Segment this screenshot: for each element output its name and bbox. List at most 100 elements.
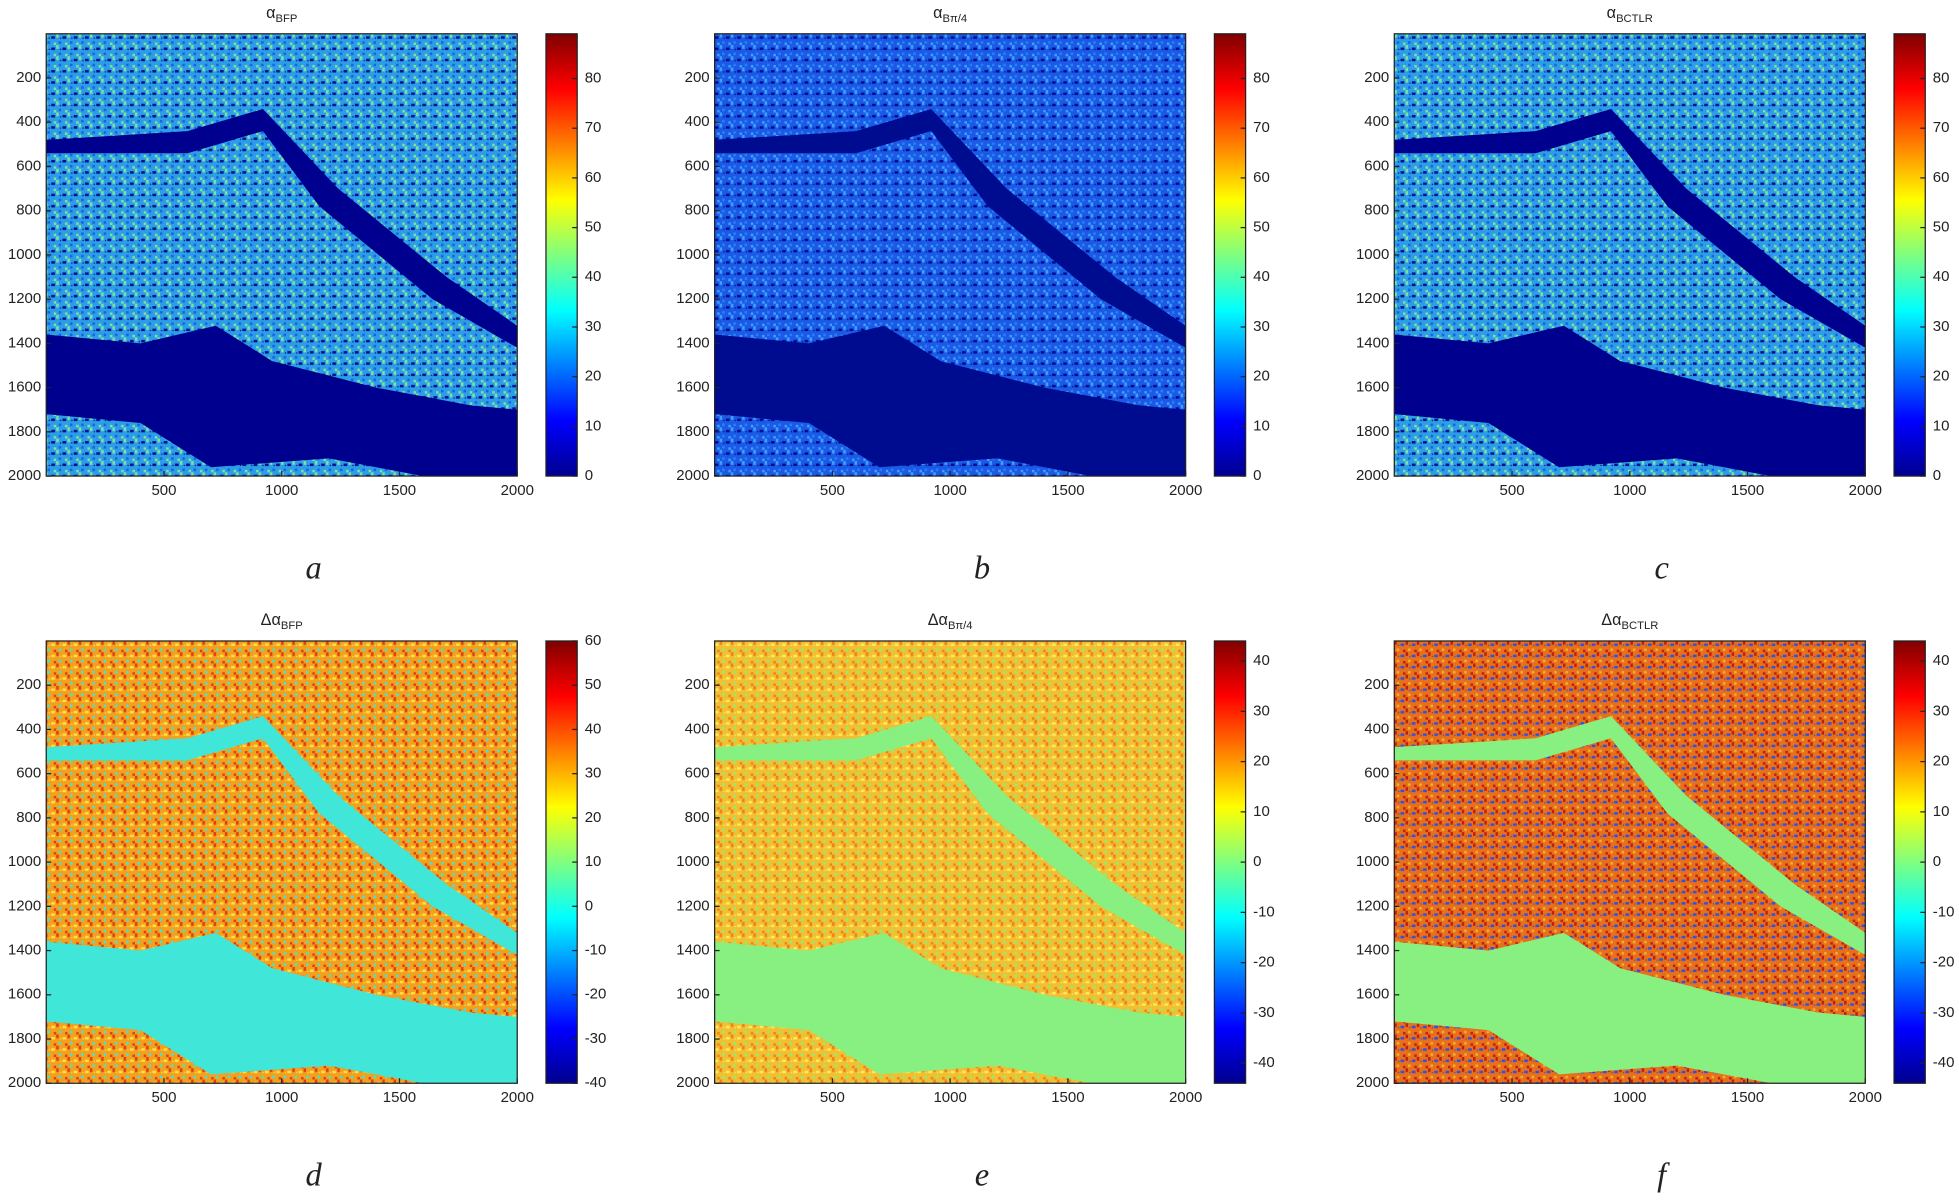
- colorbar-tick-label: 60: [585, 169, 602, 186]
- colorbar-tick-label: 10: [1933, 417, 1950, 434]
- x-tick-label: 500: [151, 482, 176, 499]
- colorbar-tick-label: 30: [1253, 702, 1270, 719]
- y-tick-label: 2000: [676, 1074, 709, 1091]
- colorbar-tick-label: 80: [585, 69, 602, 86]
- x-tick-label: 2000: [501, 482, 534, 499]
- y-tick-label: 1600: [676, 986, 709, 1003]
- colorbar-tick-label: 40: [1933, 652, 1950, 669]
- title-symbol: α: [933, 4, 942, 22]
- colorbar-tick-label: 20: [585, 809, 602, 826]
- y-tick-label: 600: [685, 765, 710, 782]
- y-tick-label: 1400: [8, 334, 41, 351]
- colorbar: [1213, 33, 1247, 477]
- colorbar-tick-label: 0: [585, 467, 593, 484]
- colorbar-tick-label: 20: [585, 368, 602, 385]
- y-tick-label: 2000: [676, 467, 709, 484]
- y-tick-label: 600: [1364, 157, 1389, 174]
- colorbar-tick-label: 50: [1253, 219, 1270, 236]
- colorbar-tick-label: 30: [1933, 318, 1950, 335]
- y-tick-label: 600: [16, 765, 41, 782]
- x-tick-label: 2000: [1849, 1089, 1882, 1106]
- colorbar: [1893, 33, 1926, 477]
- river-lower: [46, 325, 518, 477]
- river-lower: [1394, 932, 1866, 1084]
- y-tick-label: 1400: [8, 942, 41, 959]
- y-tick-label: 1800: [8, 423, 41, 440]
- y-tick-label: 1400: [676, 942, 709, 959]
- river-lower: [1394, 325, 1866, 477]
- panel-title: αBCTLR: [1607, 4, 1653, 25]
- y-tick-label: 1800: [676, 423, 709, 440]
- y-tick-label: 200: [685, 676, 710, 693]
- panel-label: f: [1657, 1158, 1670, 1194]
- panel-title: ΔαBCTLR: [1601, 611, 1658, 632]
- panel-title: αBFP: [266, 4, 297, 25]
- colorbar-tick-label: 70: [1253, 119, 1270, 136]
- heatmap-image: [46, 33, 518, 477]
- x-tick-label: 1000: [265, 1089, 298, 1106]
- colorbar-tick-label: 0: [1253, 853, 1261, 870]
- heatmap-image: [1394, 33, 1866, 477]
- y-tick-label: 400: [1364, 113, 1389, 130]
- y-tick-label: 1400: [1356, 334, 1389, 351]
- colorbar-tick-label: 20: [1253, 753, 1270, 770]
- y-tick-label: 600: [685, 157, 710, 174]
- colorbar-tick-label: -10: [585, 942, 607, 959]
- y-tick-label: 200: [16, 676, 41, 693]
- y-tick-label: 1600: [1356, 986, 1389, 1003]
- y-tick-label: 1800: [1356, 1030, 1389, 1047]
- y-tick-label: 2000: [8, 467, 41, 484]
- y-tick-label: 1600: [1356, 379, 1389, 396]
- y-tick-label: 800: [16, 809, 41, 826]
- colorbar-tick-label: -10: [1933, 903, 1955, 920]
- colorbar-tick-label: -20: [1253, 954, 1275, 971]
- y-tick-label: 1200: [1356, 290, 1389, 307]
- x-tick-label: 2000: [501, 1089, 534, 1106]
- y-tick-label: 2000: [8, 1074, 41, 1091]
- colorbar-tick-label: -30: [1253, 1004, 1275, 1021]
- colorbar-tick-label: 30: [1933, 702, 1950, 719]
- colorbar-tick-label: -10: [1253, 903, 1275, 920]
- colorbar-tick-label: 10: [585, 853, 602, 870]
- x-tick-label: 1000: [1613, 1089, 1646, 1106]
- colorbar-tick-label: -20: [585, 986, 607, 1003]
- colorbar-tick-label: 0: [1253, 467, 1261, 484]
- title-subscript: Bπ/4: [943, 13, 968, 25]
- y-tick-label: 1000: [676, 246, 709, 263]
- x-tick-label: 2000: [1169, 1089, 1202, 1106]
- colorbar-tick-label: 20: [1253, 368, 1270, 385]
- y-tick-label: 800: [685, 202, 710, 219]
- colorbar-tick-label: 50: [585, 676, 602, 693]
- colorbar-tick-label: 50: [585, 219, 602, 236]
- y-tick-label: 200: [685, 69, 710, 86]
- colorbar-tick-label: -20: [1933, 954, 1955, 971]
- colorbar-tick-label: 0: [1933, 467, 1941, 484]
- y-tick-label: 1200: [676, 897, 709, 914]
- colorbar-tick-label: 40: [1933, 268, 1950, 285]
- colorbar-tick-label: -30: [585, 1030, 607, 1047]
- y-tick-label: 1000: [8, 246, 41, 263]
- colorbar-tick-label: 30: [585, 765, 602, 782]
- x-tick-label: 500: [820, 482, 845, 499]
- colorbar-tick-label: 80: [1253, 69, 1270, 86]
- x-tick-label: 1000: [933, 482, 966, 499]
- y-tick-label: 400: [16, 720, 41, 737]
- river-lower: [46, 932, 518, 1084]
- y-tick-label: 1600: [8, 379, 41, 396]
- colorbar-tick-label: 40: [585, 268, 602, 285]
- y-tick-label: 1800: [1356, 423, 1389, 440]
- panel-title: αBπ/4: [933, 4, 967, 25]
- title-subscript: BFP: [281, 620, 303, 632]
- x-tick-label: 1500: [383, 482, 416, 499]
- title-subscript: BFP: [275, 13, 297, 25]
- y-tick-label: 1600: [676, 379, 709, 396]
- heatmap-image: [714, 640, 1186, 1084]
- y-tick-label: 2000: [1356, 1074, 1389, 1091]
- x-tick-label: 500: [1500, 1089, 1525, 1106]
- title-symbol: α: [1607, 4, 1616, 22]
- colorbar-tick-label: 30: [1253, 318, 1270, 335]
- x-tick-label: 1500: [1731, 1089, 1764, 1106]
- panel-label: b: [974, 550, 990, 586]
- x-tick-label: 1500: [383, 1089, 416, 1106]
- colorbar-tick-label: 40: [1253, 268, 1270, 285]
